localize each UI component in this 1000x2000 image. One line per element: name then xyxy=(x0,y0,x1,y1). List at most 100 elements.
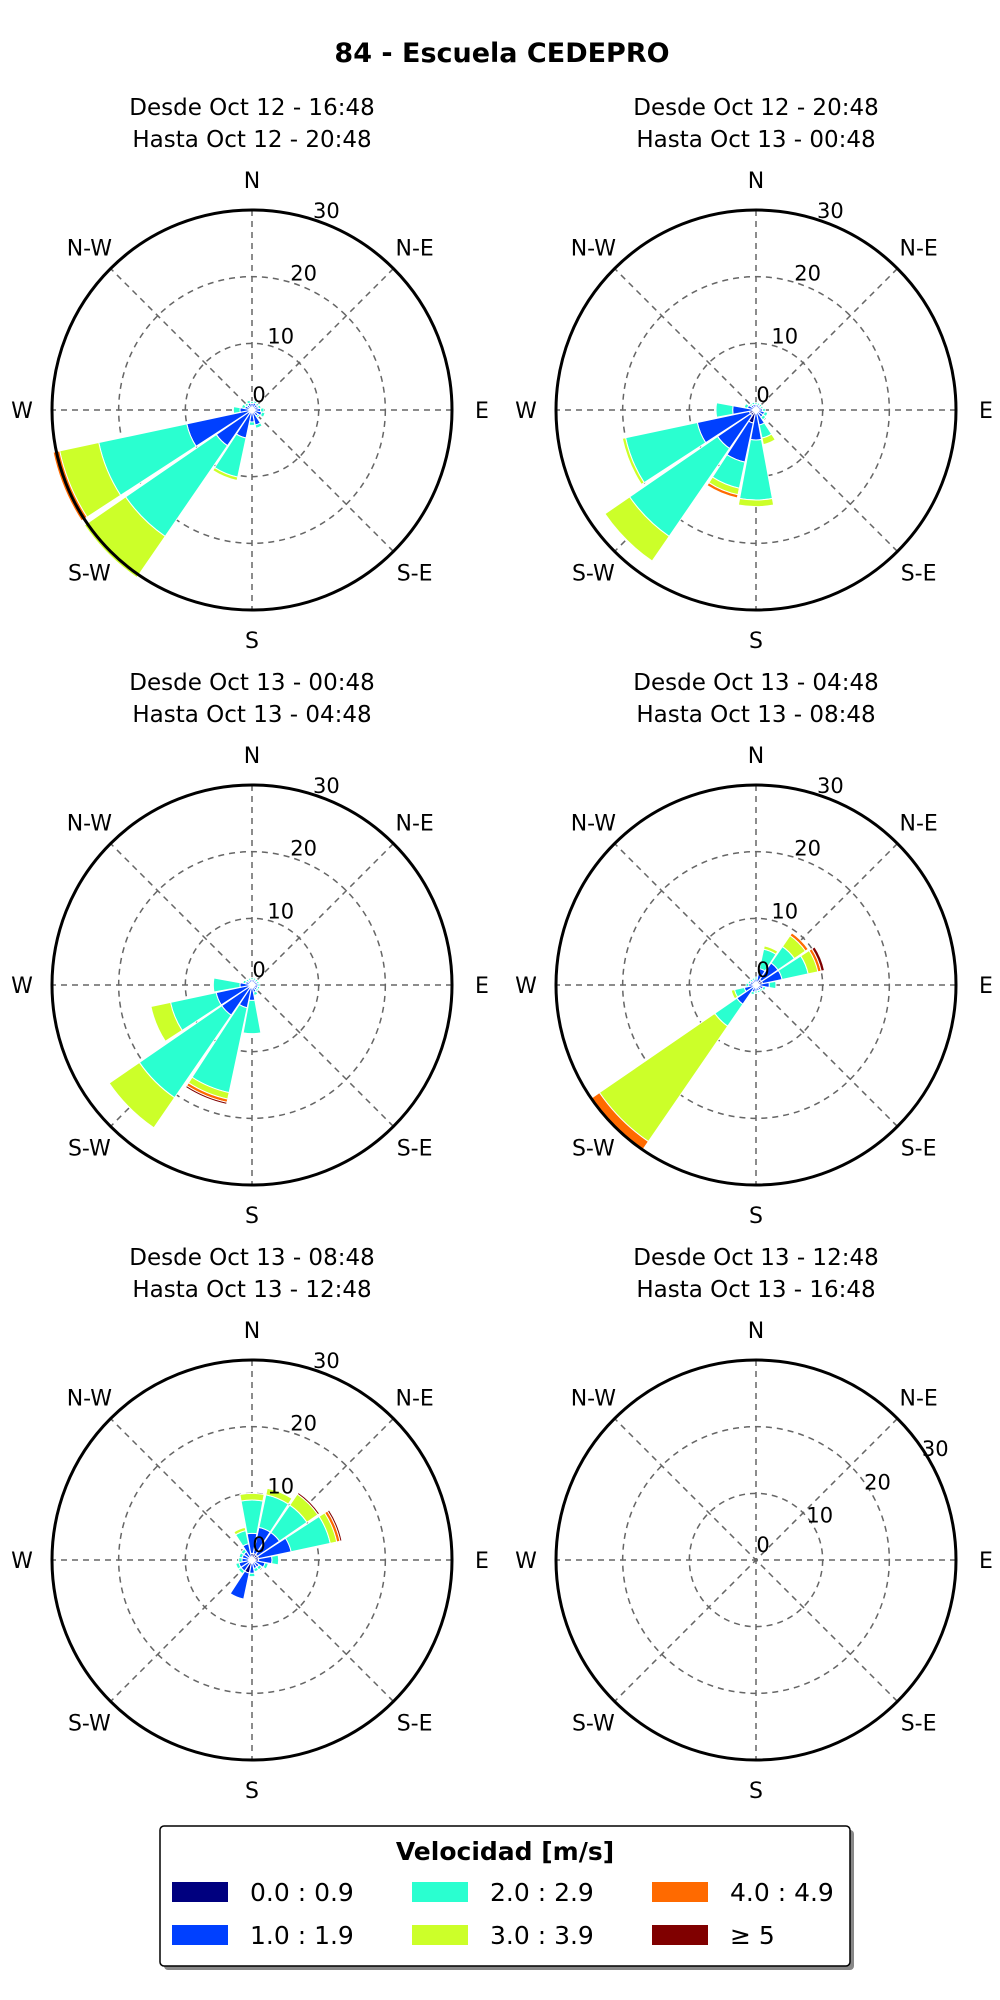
direction-label: S-E xyxy=(901,1137,937,1162)
direction-label: N-E xyxy=(395,1386,433,1411)
direction-label: W xyxy=(515,1549,537,1574)
radial-tick-label: 10 xyxy=(267,324,294,348)
legend-items: 0.0 : 0.9 1.0 : 1.9 2.0 : 2.9 3.0 : 3.9 4.0 … xyxy=(172,1878,834,1950)
petal-segment xyxy=(737,497,775,508)
radial-tick-label: 0 xyxy=(756,383,769,407)
petal-segment xyxy=(248,421,256,426)
petal-segment xyxy=(242,999,262,1035)
direction-label: S-W xyxy=(572,1712,615,1737)
petal-segment xyxy=(706,481,739,499)
petal-segment xyxy=(621,437,645,486)
radial-tick-label: 20 xyxy=(290,837,317,861)
direction-label: E xyxy=(979,399,993,424)
legend-swatch xyxy=(652,1925,708,1945)
legend-swatch xyxy=(652,1882,708,1902)
petal-segment xyxy=(108,1061,176,1129)
radial-tick-label: 0 xyxy=(252,958,265,982)
petal-segment xyxy=(252,990,259,997)
direction-label: N-E xyxy=(395,236,433,261)
polar-frame xyxy=(50,783,454,1187)
radial-tick-label: 0 xyxy=(756,1533,769,1557)
legend-swatch xyxy=(172,1882,228,1902)
direction-label: N-E xyxy=(899,1386,937,1411)
direction-label: N xyxy=(244,1319,260,1344)
petals xyxy=(229,1487,343,1600)
petal-segment xyxy=(232,406,241,414)
petal-segment xyxy=(83,496,166,579)
petal-segment xyxy=(184,1084,228,1105)
direction-label: S xyxy=(749,629,763,654)
direction-label: N-E xyxy=(899,811,937,836)
direction-label: S xyxy=(245,1779,259,1804)
panel-title-from: Desde Oct 13 - 04:48 xyxy=(633,670,878,696)
petal-segment xyxy=(768,980,777,990)
direction-label: N-W xyxy=(571,236,617,261)
windrose-panel: Desde Oct 13 - 08:48 Hasta Oct 13 - 12:48… xyxy=(11,1245,489,1804)
legend-label: 2.0 : 2.9 xyxy=(490,1878,594,1907)
legend: Velocidad [m/s] 0.0 : 0.9 1.0 : 1.9 2.0 : … xyxy=(159,1825,854,1970)
petal-segment xyxy=(212,466,239,482)
petal-segment xyxy=(150,1001,183,1042)
petal-segment xyxy=(757,408,764,412)
petal-segment xyxy=(265,1487,293,1505)
radial-tick-label: 30 xyxy=(922,1437,949,1461)
direction-label: N-W xyxy=(67,811,113,836)
windrose-panel: Desde Oct 12 - 20:48 Hasta Oct 13 - 00:48… xyxy=(515,95,993,654)
direction-label: W xyxy=(515,974,537,999)
petal-segment xyxy=(240,1548,248,1556)
direction-label: E xyxy=(475,974,489,999)
legend-label: 0.0 : 0.9 xyxy=(250,1878,354,1907)
radial-tick-label: 0 xyxy=(756,958,769,982)
legend-swatch xyxy=(172,1925,228,1945)
legend-label: 4.0 : 4.9 xyxy=(730,1878,834,1907)
petal-segment xyxy=(296,1491,321,1516)
direction-label: N-W xyxy=(67,1386,113,1411)
petal-segment xyxy=(242,979,248,985)
radial-tick-label: 10 xyxy=(806,1504,833,1528)
panel-title-to: Hasta Oct 13 - 04:48 xyxy=(132,702,371,728)
windrose-panel: Desde Oct 13 - 00:48 Hasta Oct 13 - 04:48… xyxy=(11,670,489,1229)
petal-segment xyxy=(604,496,670,562)
direction-label: S-W xyxy=(68,1712,111,1737)
direction-label: E xyxy=(979,974,993,999)
direction-label: W xyxy=(11,399,33,424)
direction-label: E xyxy=(979,1549,993,1574)
panel-title-from: Desde Oct 12 - 20:48 xyxy=(633,95,878,121)
panel-title-to: Hasta Oct 13 - 12:48 xyxy=(132,1277,371,1303)
radial-tick-label: 10 xyxy=(267,1474,294,1498)
petal-segment xyxy=(761,407,766,413)
direction-label: S-W xyxy=(572,1137,615,1162)
petal-segment xyxy=(789,932,809,952)
petal-segment xyxy=(240,403,247,410)
panel-title-to: Hasta Oct 12 - 20:48 xyxy=(132,127,371,153)
polar-frame xyxy=(50,1358,454,1762)
petal-segment xyxy=(811,946,826,972)
direction-label: N xyxy=(244,169,260,194)
petal-segment xyxy=(715,402,734,418)
petal-segment xyxy=(745,982,750,988)
petal-segment xyxy=(730,988,739,1000)
figure-title: 84 - Escuela CEDEPRO xyxy=(334,38,669,69)
legend-swatch xyxy=(412,1925,468,1945)
direction-label: N-E xyxy=(395,811,433,836)
windrose-panels: Desde Oct 12 - 16:48 Hasta Oct 12 - 20:48… xyxy=(11,95,993,1804)
panel-title-to: Hasta Oct 13 - 00:48 xyxy=(636,127,875,153)
direction-label: S-W xyxy=(572,562,615,587)
direction-label: S-W xyxy=(68,562,111,587)
direction-label: N-W xyxy=(571,811,617,836)
direction-label: N xyxy=(748,169,764,194)
petal-segment xyxy=(761,433,776,446)
radial-tick-label: 0 xyxy=(252,1533,265,1557)
direction-gridline xyxy=(614,1418,898,1702)
radial-tick-label: 30 xyxy=(313,774,340,798)
radial-tick-label: 20 xyxy=(290,1412,317,1436)
direction-label: E xyxy=(475,1549,489,1574)
petal-segment xyxy=(233,1526,247,1536)
petal-segment xyxy=(762,411,769,418)
direction-label: N xyxy=(748,1319,764,1344)
direction-label: S-E xyxy=(901,562,937,587)
direction-label: S-W xyxy=(68,1137,111,1162)
petal-segment xyxy=(235,1562,242,1570)
petal-segment xyxy=(257,982,261,988)
